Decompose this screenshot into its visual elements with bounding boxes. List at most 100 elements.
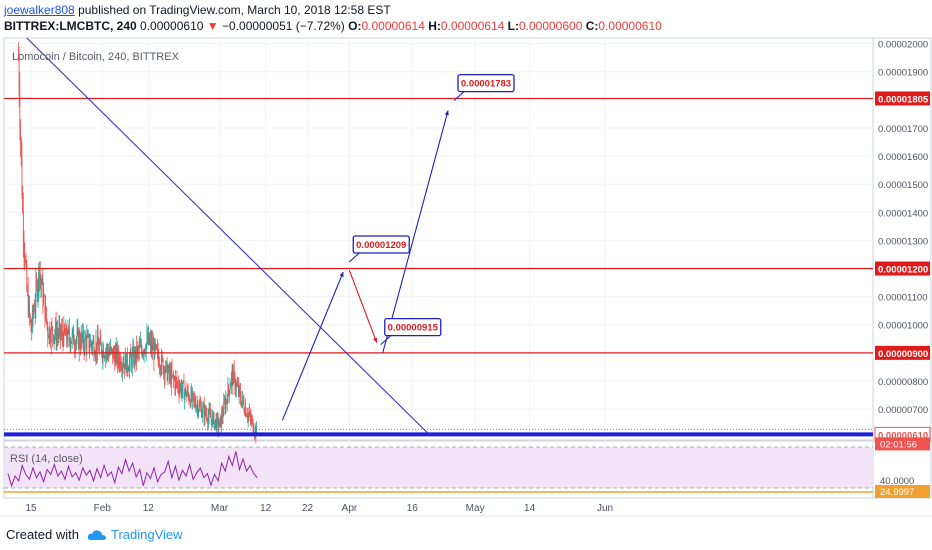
y-tick-label: 0.00001300 xyxy=(878,236,928,247)
candle-body xyxy=(34,310,35,312)
candle-body xyxy=(19,94,21,126)
candle-body xyxy=(66,338,68,343)
candle-body xyxy=(31,309,33,328)
candle-body xyxy=(202,406,204,414)
candle-body xyxy=(137,348,139,350)
candle-body xyxy=(187,390,189,395)
candle-body xyxy=(156,345,158,350)
candle-body xyxy=(149,340,151,344)
tradingview-link[interactable]: TradingView xyxy=(110,527,183,542)
candle-body xyxy=(158,357,160,367)
candle-body xyxy=(217,418,219,429)
change-value: −0.00000051 (−7.72%) xyxy=(222,19,345,33)
candle-body xyxy=(172,374,174,376)
candle-body xyxy=(29,314,31,321)
candle-body xyxy=(128,370,130,372)
candle-body xyxy=(207,420,209,423)
candle-body xyxy=(62,329,63,337)
trend-line xyxy=(26,37,430,435)
candle-body xyxy=(89,346,91,349)
candle-body xyxy=(162,358,164,373)
candle-body xyxy=(69,330,70,340)
x-tick-label: Mar xyxy=(211,503,229,514)
candle-body xyxy=(239,387,241,392)
countdown-label: 02:01:56 xyxy=(880,439,917,450)
candle-body xyxy=(55,324,57,342)
candle-body xyxy=(195,405,197,410)
candle-body xyxy=(118,359,120,366)
rsi-band xyxy=(5,447,872,488)
candle-body xyxy=(226,399,227,401)
candle-body xyxy=(163,368,165,373)
high-value: 0.00000614 xyxy=(440,19,505,33)
candle-body xyxy=(63,325,65,346)
candle-body xyxy=(92,341,94,343)
candle-body xyxy=(256,426,257,437)
candle-body xyxy=(21,155,23,196)
candle-body xyxy=(76,331,78,340)
candle-body xyxy=(194,398,195,400)
close-value: 0.00000610 xyxy=(598,19,662,33)
candle-body xyxy=(150,338,151,341)
candle-body xyxy=(124,355,126,370)
candle-body xyxy=(83,344,85,350)
candle-body xyxy=(159,366,160,368)
candle-body xyxy=(238,387,240,395)
candle-body xyxy=(254,427,256,434)
candle-body xyxy=(39,275,41,282)
candle-body xyxy=(106,346,108,351)
candle-body xyxy=(49,328,51,340)
candle-body xyxy=(194,399,196,406)
candle-body xyxy=(234,374,236,390)
candle-body xyxy=(189,401,191,406)
candle-body xyxy=(163,368,165,377)
symbol-info: BITTREX:LMCBTC, 240 0.00000610 ▼ −0.0000… xyxy=(4,19,662,33)
candle-body xyxy=(186,394,188,397)
candle-body xyxy=(157,349,159,358)
candle-body xyxy=(216,416,218,430)
candle-body xyxy=(173,378,175,380)
candle-body xyxy=(38,267,40,287)
candle-body xyxy=(176,379,178,384)
close-label: C: xyxy=(585,19,599,33)
candle-body xyxy=(121,367,123,371)
main-pane[interactable] xyxy=(3,37,874,441)
candle-body xyxy=(105,351,107,358)
candle-body xyxy=(43,295,45,297)
arrow-head xyxy=(339,271,344,277)
candle-body xyxy=(240,400,242,406)
created-with-text: Created with xyxy=(6,527,79,542)
candle-body xyxy=(85,339,87,350)
candle-body xyxy=(140,343,142,350)
candle-body xyxy=(57,333,58,335)
x-tick-label: 22 xyxy=(302,503,314,514)
candle-body xyxy=(228,389,230,394)
candle-body xyxy=(155,345,157,348)
candle-body xyxy=(139,346,141,348)
candle-body xyxy=(230,384,232,389)
level-badge-label: 0.00001805 xyxy=(878,94,929,105)
candle-body xyxy=(31,327,33,332)
candles xyxy=(18,42,257,444)
candle-body xyxy=(226,400,228,404)
candle-body xyxy=(66,326,68,339)
author-link[interactable]: joewalker808 xyxy=(4,3,75,17)
projection-segment xyxy=(382,110,449,353)
candle-body xyxy=(124,363,125,370)
candle-body xyxy=(96,336,98,354)
candle-body xyxy=(33,310,35,316)
candle-body xyxy=(75,339,77,343)
candle-body xyxy=(240,391,241,401)
candle-body xyxy=(135,346,137,361)
candle-body xyxy=(115,347,117,353)
candle-body xyxy=(41,279,43,285)
candle-body xyxy=(219,420,220,427)
candle-body xyxy=(36,282,37,284)
candle-body xyxy=(79,335,81,345)
candle-body xyxy=(82,331,84,339)
candle-body xyxy=(210,417,212,420)
candle-body xyxy=(212,413,214,416)
candle-body xyxy=(242,397,243,402)
last-price: 0.00000610 xyxy=(140,19,204,33)
candle-body xyxy=(144,349,146,353)
